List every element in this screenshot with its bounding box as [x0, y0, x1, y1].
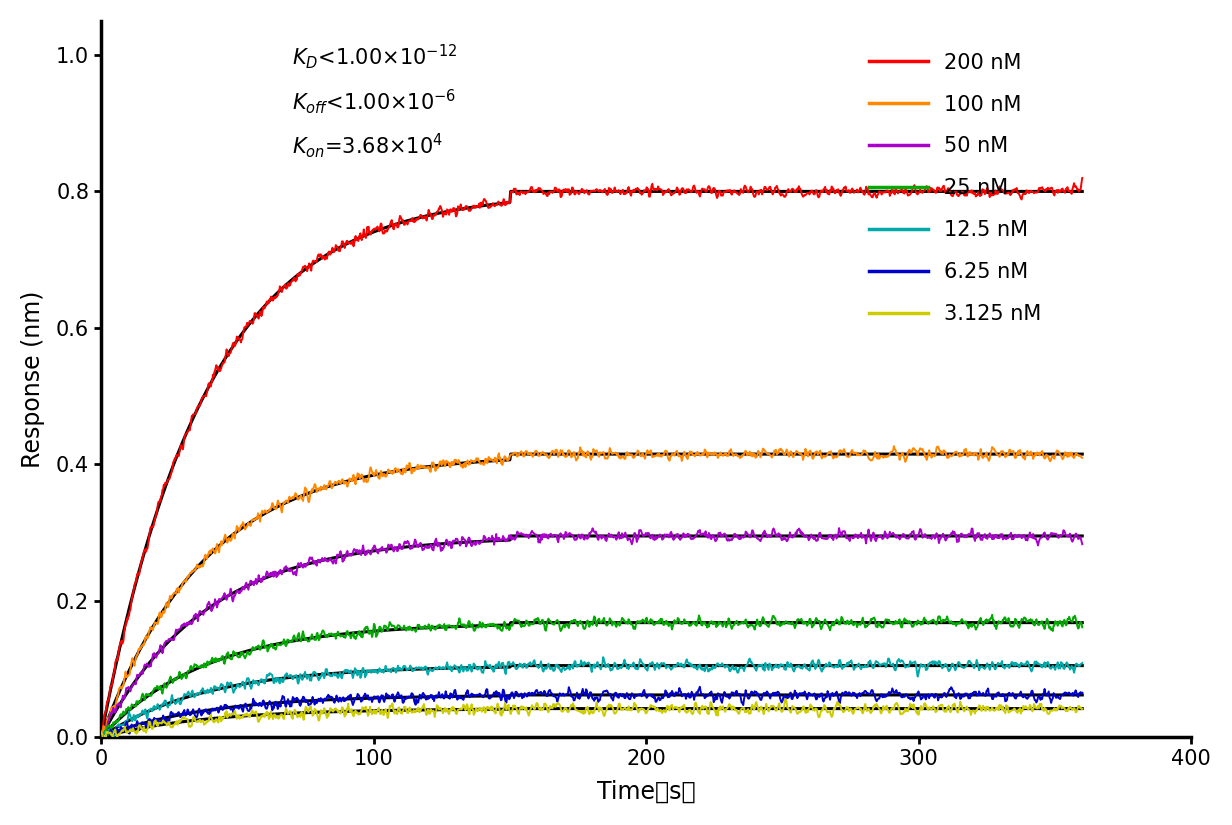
6.25 nM: [780, 691, 795, 701]
100 nM: [1074, 453, 1089, 463]
Line: 100 nM: 100 nM: [101, 446, 1082, 735]
3.125 nM: [351, 710, 366, 719]
X-axis label: Time（s）: Time（s）: [596, 780, 695, 804]
200 nM: [351, 236, 366, 246]
6.25 nM: [692, 681, 707, 691]
6.25 nM: [554, 690, 569, 700]
50 nM: [777, 534, 792, 544]
6.25 nM: [532, 688, 547, 698]
Legend: 200 nM, 100 nM, 50 nM, 25 nM, 12.5 nM, 6.25 nM, 3.125 nM: 200 nM, 100 nM, 50 nM, 25 nM, 12.5 nM, 6…: [869, 53, 1041, 324]
50 nM: [1074, 540, 1089, 549]
25 nM: [531, 614, 546, 624]
3.125 nM: [532, 705, 547, 714]
12.5 nM: [95, 731, 110, 741]
3.125 nM: [552, 700, 567, 710]
25 nM: [351, 627, 366, 637]
3.125 nM: [780, 697, 795, 707]
Line: 12.5 nM: 12.5 nM: [101, 658, 1082, 736]
50 nM: [832, 523, 846, 533]
200 nM: [552, 184, 567, 194]
200 nM: [94, 733, 108, 742]
25 nM: [552, 618, 567, 628]
100 nM: [554, 446, 569, 455]
50 nM: [552, 533, 567, 543]
3.125 nM: [271, 714, 286, 724]
6.25 nM: [351, 691, 366, 700]
12.5 nM: [552, 665, 567, 675]
3.125 nM: [554, 707, 569, 717]
6.25 nM: [552, 688, 567, 698]
50 nM: [554, 530, 569, 540]
200 nM: [777, 192, 792, 202]
200 nM: [270, 290, 285, 300]
12.5 nM: [1074, 658, 1089, 668]
12.5 nM: [271, 673, 286, 683]
3.125 nM: [97, 737, 112, 747]
50 nM: [94, 736, 108, 746]
25 nM: [94, 735, 108, 745]
Line: 6.25 nM: 6.25 nM: [101, 686, 1082, 738]
12.5 nM: [94, 728, 108, 738]
Line: 50 nM: 50 nM: [101, 528, 1082, 741]
6.25 nM: [1074, 688, 1089, 698]
6.25 nM: [94, 731, 108, 741]
25 nM: [984, 610, 999, 620]
6.25 nM: [97, 733, 112, 743]
Line: 25 nM: 25 nM: [101, 615, 1082, 740]
3.125 nM: [1074, 704, 1089, 714]
12.5 nM: [554, 663, 569, 673]
12.5 nM: [780, 660, 795, 670]
200 nM: [1074, 173, 1089, 183]
100 nM: [532, 451, 547, 461]
100 nM: [351, 469, 366, 479]
25 nM: [1074, 622, 1089, 632]
50 nM: [351, 545, 366, 555]
3.125 nM: [779, 694, 793, 704]
Text: $K_{D}$<1.00×10$^{-12}$
$K_{off}$<1.00×10$^{-6}$
$K_{on}$=3.68×10$^{4}$: $K_{D}$<1.00×10$^{-12}$ $K_{off}$<1.00×1…: [292, 42, 457, 160]
6.25 nM: [271, 700, 286, 710]
50 nM: [531, 538, 546, 548]
100 nM: [94, 728, 108, 738]
100 nM: [779, 447, 793, 457]
12.5 nM: [532, 662, 547, 672]
200 nM: [531, 183, 546, 193]
25 nM: [777, 617, 792, 627]
200 nM: [554, 191, 569, 201]
Line: 200 nM: 200 nM: [101, 178, 1082, 738]
25 nM: [554, 625, 569, 635]
12.5 nM: [351, 667, 366, 676]
25 nM: [270, 639, 285, 648]
12.5 nM: [596, 653, 611, 662]
100 nM: [887, 441, 902, 451]
Y-axis label: Response (nm): Response (nm): [21, 290, 44, 468]
Line: 3.125 nM: 3.125 nM: [101, 699, 1082, 742]
3.125 nM: [94, 728, 108, 738]
50 nM: [270, 570, 285, 580]
100 nM: [271, 498, 286, 508]
100 nM: [95, 730, 110, 740]
100 nM: [552, 450, 567, 460]
